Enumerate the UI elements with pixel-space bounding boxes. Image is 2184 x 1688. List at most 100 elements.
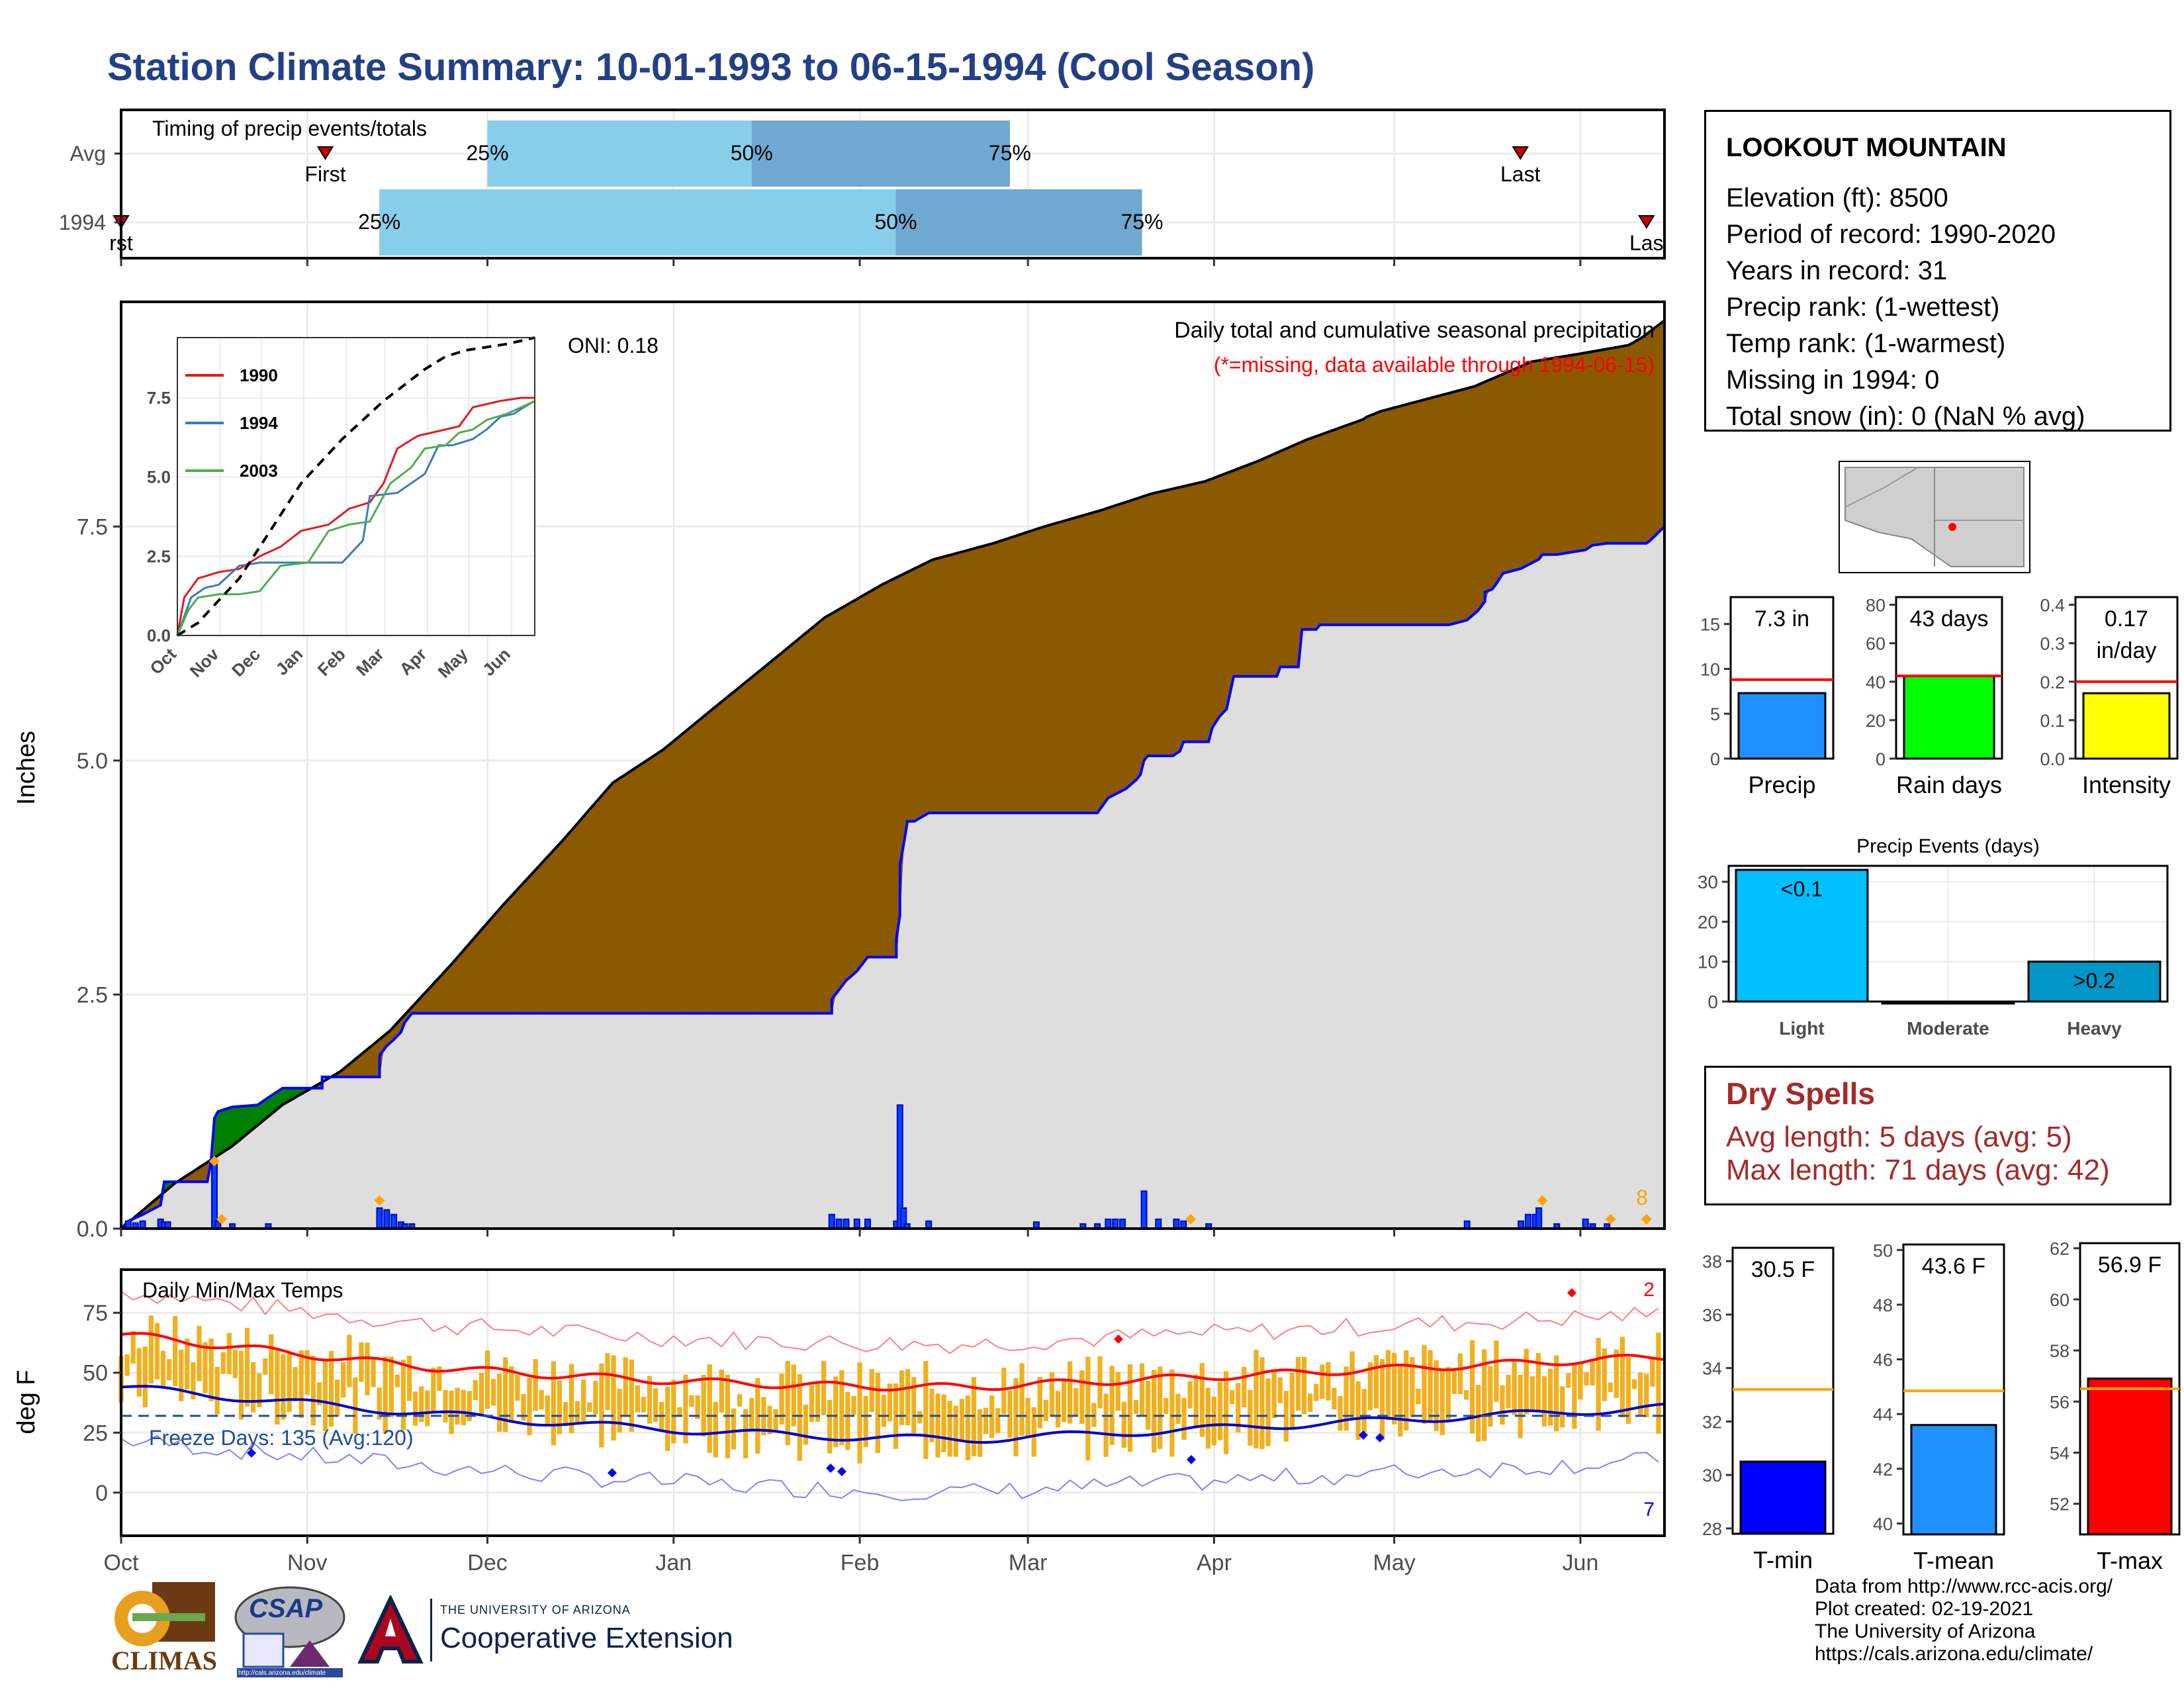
daily-temp-bar (214, 1366, 220, 1415)
last-event-marker (1637, 215, 1655, 229)
locator-map (1839, 461, 2030, 573)
dry-spells-panel: Dry Spells Avg length: 5 days (avg: 5) M… (1704, 1066, 2171, 1205)
station-missing: Missing in 1994: 0 (1726, 365, 1940, 395)
timing-panel-frame (120, 109, 1666, 259)
daily-temp-bar (959, 1399, 964, 1440)
missing-data-marker (1185, 1213, 1197, 1225)
daily-temp-bar (365, 1342, 370, 1395)
daily-temp-bar (917, 1411, 923, 1424)
daily-temp-bar (767, 1405, 772, 1434)
daily-temp-bar (695, 1395, 700, 1419)
daily-temp-bar (521, 1393, 526, 1421)
daily-precip-bar (383, 1209, 390, 1229)
daily-temp-bar (677, 1407, 682, 1417)
daily-temp-bar (467, 1391, 472, 1421)
daily-temp-bar (1085, 1356, 1091, 1461)
last-event-marker (1512, 146, 1529, 160)
daily-precip-bar (1119, 1218, 1126, 1230)
station-snow: Total snow (in): 0 (NaN % avg) (1726, 402, 2085, 431)
mini-y-tick-label: 46 (1873, 1350, 1893, 1370)
temp-x-tick-label: May (1373, 1550, 1416, 1575)
daily-temp-bar (287, 1353, 292, 1413)
station-name: LOOKOUT MOUNTAIN (1726, 133, 2007, 162)
timing-label-75: 75% (1121, 210, 1163, 234)
missing-data-marker (1537, 1195, 1548, 1206)
temp-panel-frame (120, 1268, 1666, 1537)
daily-temp-bar (1506, 1374, 1511, 1409)
daily-temp-bar (1169, 1369, 1175, 1457)
temp-chart-title: Daily Min/Max Temps (142, 1278, 343, 1302)
daily-temp-bar (755, 1378, 760, 1454)
mini-y-tick-label: 34 (1702, 1359, 1722, 1379)
record-max-line (120, 1291, 1659, 1354)
observed-area (121, 526, 1664, 1229)
daily-temp-bar (887, 1383, 893, 1422)
daily-temp-bar (220, 1352, 226, 1374)
daily-temp-bar (1013, 1378, 1019, 1456)
mini-y-tick-label: 44 (1873, 1405, 1893, 1425)
daily-temp-bar (1152, 1370, 1157, 1453)
daily-temp-bar (743, 1409, 749, 1458)
logo-divider (430, 1599, 432, 1662)
data-credits: Data from http://www.rcc-acis.org/ Plot … (1815, 1575, 2113, 1665)
daily-temp-bar (1602, 1348, 1607, 1401)
daily-temp-bar (1146, 1381, 1151, 1430)
daily-temp-bar (431, 1368, 436, 1413)
daily-temp-bar (148, 1315, 154, 1384)
mini-value-bar (1910, 1424, 1997, 1536)
daily-temp-bar (515, 1375, 520, 1401)
daily-temp-bar (1355, 1381, 1361, 1440)
daily-temp-bar (1529, 1376, 1535, 1412)
mini-y-tick-label: 5 (1710, 704, 1720, 724)
inset-legend-label: 1994 (240, 413, 278, 433)
daily-temp-bar (503, 1357, 508, 1432)
ua-logo-small-text: THE UNIVERSITY OF ARIZONA (440, 1603, 631, 1617)
timing-label-75: 75% (989, 141, 1031, 165)
daily-temp-bar (1638, 1372, 1643, 1417)
climas-logo-text: CLIMAS (111, 1646, 218, 1675)
csap-logo[interactable]: CSAP http://cals.arizona.edu/climate (230, 1581, 346, 1680)
daily-precip-bar (376, 1207, 383, 1230)
mini-y-tick-label: 80 (1866, 596, 1886, 616)
daily-temp-bar (545, 1395, 550, 1425)
daily-temp-bar (1277, 1377, 1283, 1403)
daily-precip-bar (864, 1218, 872, 1230)
daily-temp-bar (965, 1395, 971, 1460)
station-temp-rank: Temp rank: (1-warmest) (1726, 329, 2006, 358)
daily-temp-bar (617, 1389, 622, 1433)
climas-logo[interactable]: CLIMAS (106, 1579, 218, 1678)
missing-data-marker (209, 1156, 220, 1167)
daily-temp-bar (574, 1401, 580, 1425)
mini-y-tick-label: 60 (2050, 1290, 2070, 1310)
daily-temp-bar (593, 1381, 598, 1415)
record-low-marker (1375, 1433, 1385, 1442)
timing-label-50: 50% (731, 141, 773, 165)
mini-y-tick-label: 0.2 (2040, 673, 2065, 692)
daily-precip-bar (1112, 1218, 1119, 1230)
daily-temp-bar (185, 1338, 190, 1390)
ua-cooperative-extension-logo[interactable]: THE UNIVERSITY OF ARIZONA Cooperative Ex… (357, 1593, 754, 1668)
daily-temp-bar (1392, 1352, 1397, 1425)
temp-x-tick-label: Mar (1009, 1550, 1048, 1575)
daily-temp-bar (490, 1379, 496, 1406)
daily-temp-bar (478, 1372, 484, 1417)
daily-temp-bar (341, 1362, 346, 1398)
temp-x-tick-label: Apr (1197, 1550, 1232, 1575)
daily-temp-bar (599, 1363, 604, 1448)
mini-annotation: 30.5 F (1751, 1257, 1815, 1282)
daily-temp-bar (437, 1366, 442, 1391)
credit-org: The University of Arizona (1815, 1620, 2036, 1642)
climas-emblem-icon (114, 1582, 215, 1646)
daily-temp-bar (779, 1374, 784, 1425)
mini-x-label: T-min (1753, 1546, 1813, 1573)
events-y-tick-label: 10 (1698, 952, 1718, 972)
daily-temp-bar (1385, 1350, 1391, 1421)
daily-temp-bar (136, 1348, 142, 1397)
inset-series-line-avg (176, 336, 535, 637)
daily-temp-bar (1608, 1382, 1613, 1392)
timing-row-label: Avg (69, 142, 106, 165)
daily-temp-bar (455, 1387, 460, 1425)
timing-title: Timing of precip events/totals (152, 117, 427, 140)
daily-temp-bar (388, 1356, 394, 1418)
daily-temp-bar (419, 1386, 424, 1423)
